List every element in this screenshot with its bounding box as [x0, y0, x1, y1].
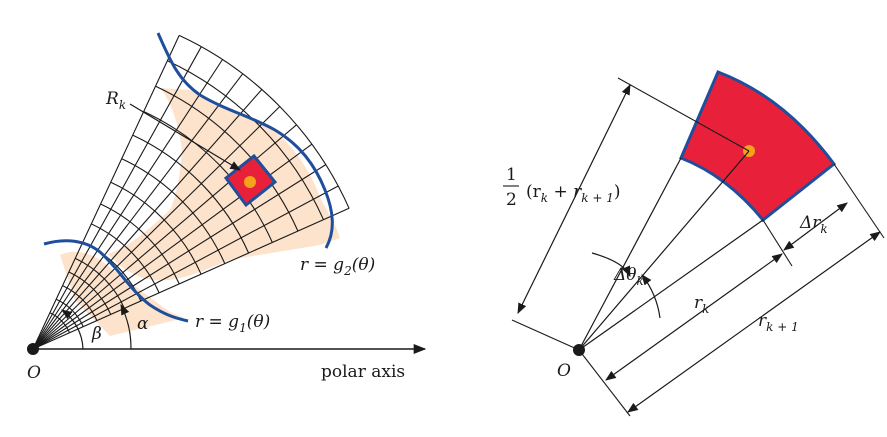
- beta-arc: [61, 309, 84, 350]
- origin-label-right: O: [557, 361, 571, 381]
- grid-arc: [100, 203, 180, 285]
- delta-r-label: Δrk: [799, 213, 828, 236]
- polar-grid: [32, 34, 350, 350]
- grid-ray: [32, 89, 263, 350]
- left-panel: Rk r = g2(θ) r = g1(θ) α β O polar axis: [27, 32, 427, 383]
- grid-ray: [32, 207, 350, 350]
- sample-point: [244, 176, 256, 188]
- grid-arc: [110, 181, 202, 275]
- beta-label: β: [91, 324, 102, 344]
- inner-curve-label: r = g1(θ): [195, 312, 270, 335]
- half-fraction-num: 1: [506, 165, 517, 185]
- grid-ray: [32, 46, 202, 350]
- grid-ray: [32, 59, 223, 350]
- r-k-leader: [129, 103, 241, 171]
- ray-lower: [578, 219, 764, 351]
- grid-arc: [155, 85, 299, 232]
- grid-ray: [32, 35, 180, 350]
- grid-arc: [49, 312, 71, 333]
- grid-arc: [143, 111, 273, 243]
- dim-r-k1: [627, 231, 881, 413]
- half-sum-expr: (rk + rk + 1): [526, 182, 620, 205]
- r-k1-dim-label: rk + 1: [758, 311, 799, 334]
- grid-arc: [75, 257, 125, 309]
- grid-ray: [32, 164, 327, 350]
- grid-arc: [121, 158, 226, 264]
- dim-half-sum: [517, 84, 631, 314]
- dim-delta-r: [783, 202, 848, 251]
- shaded-region: [108, 88, 340, 281]
- grid-arc: [62, 285, 98, 321]
- half-fraction-den: 2: [506, 190, 517, 210]
- origin-label-left: O: [27, 363, 41, 383]
- polar-axis-label: polar axis: [321, 362, 405, 382]
- element-red-right: [679, 70, 837, 223]
- inner-curve-g1: [43, 239, 189, 323]
- r-k-dim-label: rk: [694, 293, 709, 316]
- grid-arc: [178, 34, 350, 209]
- delta-theta-arc: [641, 274, 661, 319]
- grid-arc: [167, 60, 325, 220]
- grid-arc: [91, 223, 160, 294]
- alpha-label: α: [137, 314, 149, 334]
- grid-ray: [32, 185, 339, 350]
- r-k-label: Rk: [105, 89, 126, 112]
- grid-ray: [32, 106, 281, 350]
- right-panel: 1 2 (rk + rk + 1) Δθk rk rk + 1 Δrk O: [503, 70, 885, 417]
- outer-curve-label: r = g2(θ): [300, 255, 375, 278]
- alpha-arc: [120, 304, 132, 350]
- outer-curve-g2: [156, 32, 334, 249]
- center-line: [578, 150, 750, 351]
- grid-arc: [68, 271, 112, 315]
- origin-point-right: [573, 344, 585, 356]
- delta-theta-label: Δθk: [613, 265, 644, 288]
- grid-ray: [32, 73, 244, 350]
- origin-point: [27, 343, 39, 355]
- grid-arc: [132, 134, 250, 254]
